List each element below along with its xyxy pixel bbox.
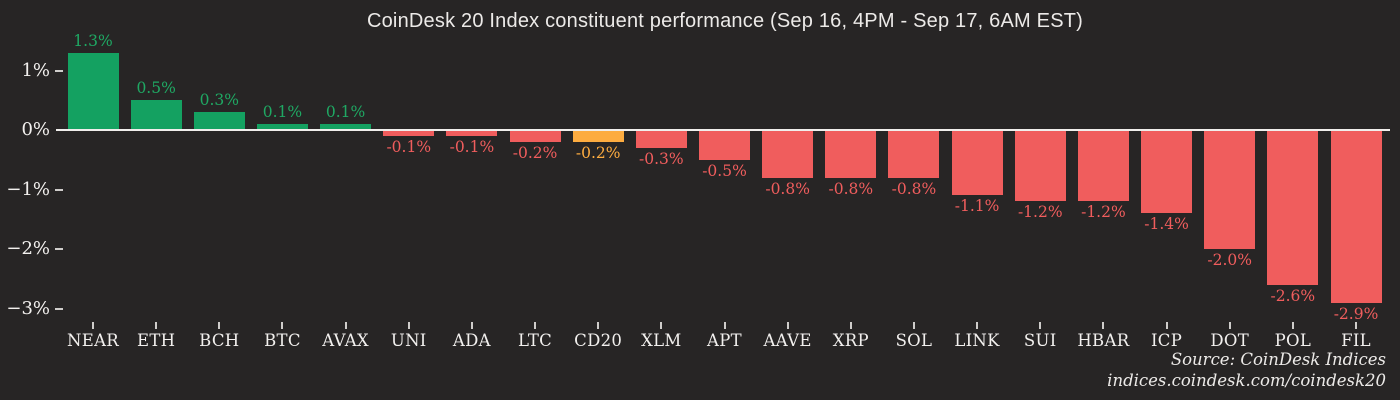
source-credit: Source: CoinDesk Indices indices.coindes… <box>1107 349 1386 391</box>
x-axis-category-label: ICP <box>1150 331 1183 350</box>
bar-value-label: -1.2% <box>1017 203 1063 222</box>
y-axis-tick-label: 0% <box>21 119 50 140</box>
x-axis-tick <box>786 322 789 329</box>
y-axis-tick-label: −1% <box>6 178 50 200</box>
x-axis-tick <box>1291 322 1294 329</box>
bar <box>951 130 1003 196</box>
y-axis-tick <box>55 307 63 310</box>
bar <box>1014 130 1066 202</box>
x-axis-tick <box>534 322 537 329</box>
x-axis-tick <box>1039 322 1042 329</box>
x-axis-category-label: ADA <box>452 331 491 350</box>
bar <box>699 130 750 160</box>
bar <box>572 130 624 142</box>
bar <box>320 124 372 130</box>
x-axis-tick <box>849 322 852 329</box>
bar-value-label: -2.6% <box>1270 286 1316 305</box>
x-axis-tick <box>218 322 221 329</box>
x-axis-tick <box>1165 322 1168 329</box>
x-axis-tick <box>912 322 915 329</box>
x-axis-tick <box>281 322 284 329</box>
y-axis-tick <box>55 188 63 191</box>
bar-value-label: -0.3% <box>639 149 684 168</box>
x-axis-tick <box>976 322 979 329</box>
x-axis-tick <box>155 322 158 329</box>
bar-value-label: 1.3% <box>73 31 113 50</box>
x-axis-category-label: CD20 <box>574 331 623 350</box>
bar <box>825 130 877 178</box>
x-axis-category-label: ETH <box>136 331 176 350</box>
x-axis-tick <box>660 322 663 329</box>
x-axis-category-label: XLM <box>641 331 682 350</box>
x-axis-category-label: UNI <box>390 331 427 350</box>
x-axis-category-label: FIL <box>1341 331 1371 350</box>
bar <box>193 112 245 130</box>
bar-value-label: -0.5% <box>702 161 747 180</box>
x-axis-tick <box>1102 322 1105 329</box>
bar <box>446 130 498 136</box>
bar <box>1204 130 1256 249</box>
bar <box>509 130 561 142</box>
bar-value-label: -0.8% <box>891 179 937 198</box>
bar-value-label: -1.4% <box>1144 215 1189 234</box>
bar <box>762 130 814 178</box>
bar <box>888 130 940 178</box>
bar-value-label: -1.1% <box>954 197 1000 216</box>
zero-baseline <box>56 129 1390 131</box>
x-axis-tick <box>92 322 94 329</box>
x-axis-tick <box>597 322 600 329</box>
bar <box>1267 130 1319 285</box>
source-line-2: indices.coindesk.com/coindesk20 <box>1107 371 1386 390</box>
bar-value-label: -2.0% <box>1207 251 1252 269</box>
x-axis-category-label: DOT <box>1210 331 1250 350</box>
x-axis-category-label: LINK <box>954 331 1000 350</box>
x-axis-category-label: SUI <box>1023 331 1057 350</box>
bar-value-label: -1.2% <box>1081 203 1126 222</box>
bar-value-label: -2.9% <box>1333 304 1379 323</box>
x-axis-category-label: POL <box>1274 331 1312 350</box>
x-axis-tick <box>470 322 473 329</box>
x-axis-tick <box>407 322 410 329</box>
x-axis-tick <box>723 322 726 329</box>
x-axis-category-label: BTC <box>264 331 301 350</box>
bar-value-label: 0.5% <box>136 79 176 98</box>
bar-value-label: -0.8% <box>828 179 874 198</box>
x-axis-category-label: AVAX <box>322 331 369 350</box>
bar <box>383 130 435 136</box>
source-line-1: Source: CoinDesk Indices <box>1170 350 1386 369</box>
bar <box>1077 130 1129 202</box>
x-axis-category-label: HBAR <box>1077 331 1130 350</box>
bar-value-label: -0.2% <box>575 143 621 162</box>
bar <box>67 52 119 130</box>
x-axis-category-label: BCH <box>199 331 240 350</box>
y-axis-tick <box>55 248 63 250</box>
bar-value-label: 0.1% <box>262 103 303 122</box>
x-axis-tick <box>344 322 347 329</box>
y-axis-tick-label: 1% <box>21 59 50 81</box>
y-axis-tick <box>55 69 63 72</box>
bar-value-label: -0.1% <box>449 137 495 156</box>
bar-value-label: -0.8% <box>765 179 810 198</box>
x-axis-category-label: AAVE <box>763 331 812 350</box>
bar-value-label: 0.1% <box>325 103 366 122</box>
x-axis-category-label: APT <box>707 331 742 350</box>
y-axis-tick-label: −2% <box>6 238 50 259</box>
x-axis-category-label: XRP <box>832 331 869 350</box>
bar <box>1141 130 1193 214</box>
bar <box>635 130 687 148</box>
bar-value-label: -0.2% <box>512 143 558 162</box>
x-axis-category-label: LTC <box>517 331 553 350</box>
bar <box>130 100 182 130</box>
bar <box>1330 130 1382 303</box>
x-axis-tick <box>1228 322 1231 329</box>
x-axis-category-label: NEAR <box>66 331 120 350</box>
x-axis-tick <box>1355 322 1357 329</box>
chart-title: CoinDesk 20 Index constituent performanc… <box>366 10 1084 32</box>
x-axis-category-label: SOL <box>895 331 933 350</box>
bar <box>256 124 308 130</box>
bar-value-label: -0.1% <box>386 137 432 156</box>
bar-value-label: 0.3% <box>199 91 239 110</box>
y-axis-tick-label: −3% <box>6 297 50 319</box>
